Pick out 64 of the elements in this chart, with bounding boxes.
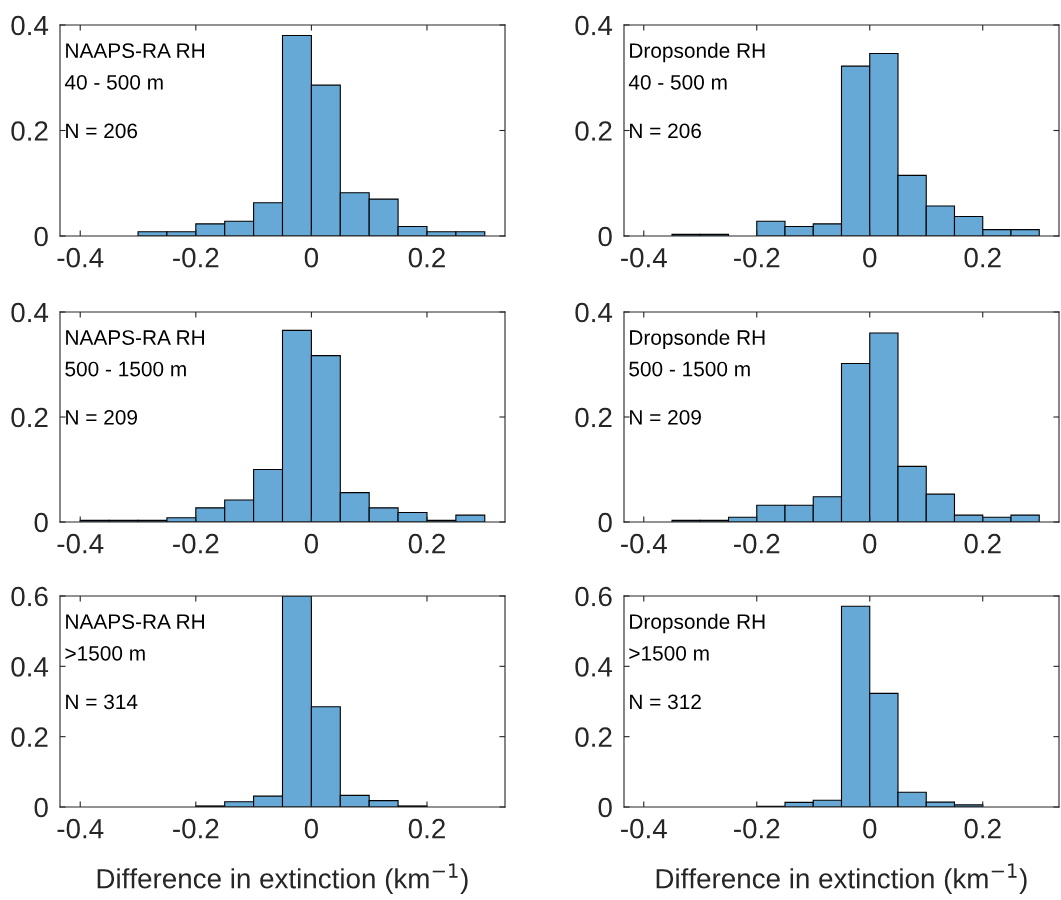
x-tick-label: 0.2 <box>964 818 1001 839</box>
y-tick-label: 0 <box>598 512 612 533</box>
annotation: Dropsonde RH <box>630 613 765 634</box>
x-tick-label: 0.2 <box>408 247 445 268</box>
x-tick-label: -0.2 <box>173 247 219 268</box>
y-tick-label: 0.6 <box>11 586 48 607</box>
y-tick-label: 0 <box>598 797 612 818</box>
annotation: NAAPS-RA RH <box>66 43 204 59</box>
annotation: NAAPS-RA RH <box>66 330 204 345</box>
annotation: 40 - 500 m <box>64 74 163 90</box>
y-tick-label: 0.2 <box>575 727 612 748</box>
annotation: >1500 m <box>65 645 145 661</box>
annotation: N = 209 <box>66 409 138 425</box>
x-tick-label: -0.4 <box>57 533 104 554</box>
x-tick-label: 0 <box>863 818 877 839</box>
annotation: >1500 m <box>629 645 709 661</box>
annotation: N = 314 <box>66 694 138 710</box>
y-tick-label: 0 <box>34 797 48 818</box>
y-tick-label: 0 <box>34 512 48 533</box>
y-tick-label: 0 <box>34 226 48 247</box>
annotation: NAAPS-RA RH <box>66 614 204 630</box>
y-tick-label: 0.2 <box>11 727 48 748</box>
annotation: N = 209 <box>630 409 701 425</box>
x-tick-label: -0.2 <box>734 247 780 268</box>
y-tick-label: 0.4 <box>575 302 613 323</box>
annotation: N = 206 <box>66 123 138 139</box>
x-tick-label: 0 <box>304 818 319 839</box>
x-tick-label: -0.4 <box>57 247 104 268</box>
x-tick-label: -0.2 <box>734 533 780 554</box>
x-tick-label: 0.2 <box>964 533 1001 554</box>
y-tick-label: 0.2 <box>11 121 48 141</box>
x-tick-label: 0.2 <box>964 247 1001 268</box>
annotation: Dropsonde RH <box>630 42 765 63</box>
x-tick-label: -0.4 <box>621 247 667 268</box>
x-tick-label: 0 <box>863 533 877 554</box>
y-tick-label: 0 <box>598 226 612 247</box>
y-tick-label: 0.4 <box>575 15 613 36</box>
x-axis-title: Difference in extinction (km$^{−1}$) <box>97 863 468 895</box>
x-tick-label: 0 <box>304 533 319 554</box>
annotation: 40 - 500 m <box>628 74 727 90</box>
x-tick-label: -0.2 <box>173 533 219 554</box>
annotation: 500 - 1500 m <box>629 361 750 377</box>
annotation: N = 312 <box>630 694 701 710</box>
x-tick-label: 0.2 <box>408 533 445 554</box>
annotation: N = 206 <box>630 123 701 139</box>
annotation: 500 - 1500 m <box>65 361 186 377</box>
x-tick-label: 0.2 <box>408 818 445 839</box>
y-tick-label: 0.6 <box>575 586 612 607</box>
x-axis-title: Difference in extinction (km$^{−1}$) <box>656 863 1027 895</box>
x-tick-label: -0.4 <box>621 533 667 554</box>
x-tick-label: 0 <box>863 247 877 268</box>
y-tick-label: 0.4 <box>11 657 49 677</box>
y-tick-label: 0.2 <box>575 407 612 428</box>
x-tick-label: -0.4 <box>621 818 667 839</box>
y-tick-label: 0.2 <box>575 121 612 141</box>
y-tick-label: 0.4 <box>11 15 49 36</box>
x-tick-label: -0.4 <box>57 818 104 839</box>
y-tick-label: 0.2 <box>11 407 48 428</box>
x-tick-label: -0.2 <box>173 818 219 839</box>
annotation: Dropsonde RH <box>630 329 765 350</box>
y-tick-label: 0.4 <box>11 302 49 323</box>
y-tick-label: 0.4 <box>575 657 613 677</box>
x-tick-label: 0 <box>304 247 319 268</box>
x-tick-label: -0.2 <box>734 818 780 839</box>
